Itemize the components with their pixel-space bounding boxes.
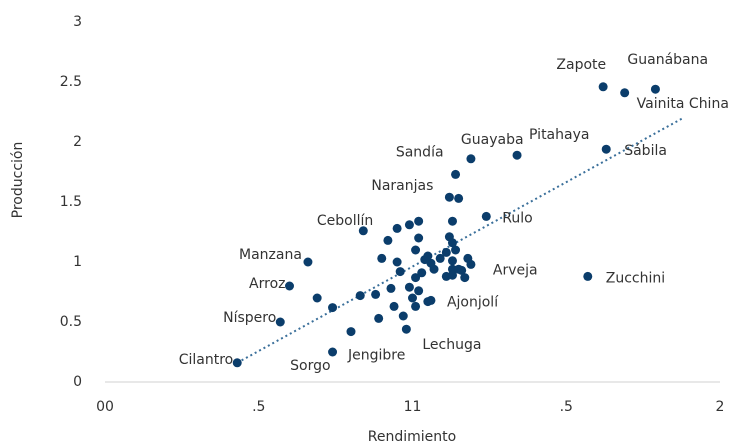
point-label: Zapote <box>556 57 606 73</box>
point <box>423 251 433 261</box>
point <box>620 88 630 98</box>
y-axis-label: Producción <box>10 142 26 219</box>
y-tick-label: 1.5 <box>60 194 82 210</box>
y-tick-label: 1 <box>73 254 82 270</box>
point <box>392 257 402 267</box>
point <box>598 82 608 92</box>
point-label: Ajonjolí <box>447 294 499 310</box>
point <box>398 311 408 321</box>
point-label: Sorgo <box>290 358 330 374</box>
x-tick-label: 00 <box>96 399 114 415</box>
point <box>404 220 414 230</box>
point <box>447 238 457 248</box>
point <box>371 289 381 299</box>
point <box>404 282 414 292</box>
point-label: Rulo <box>502 210 532 226</box>
point <box>583 271 593 281</box>
point <box>444 192 454 202</box>
point-label: Manzana <box>239 247 302 263</box>
point-label: Sandía <box>396 144 444 160</box>
point <box>451 169 461 179</box>
point <box>355 291 365 301</box>
point-label: Jengibre <box>347 348 405 364</box>
point-label: Vainita China <box>637 96 729 112</box>
point-label: Sábila <box>624 143 667 159</box>
point <box>408 293 417 303</box>
point <box>401 324 411 334</box>
x-axis-label: Rendimiento <box>368 429 456 445</box>
point <box>451 245 461 255</box>
point <box>411 245 421 255</box>
point <box>460 273 470 283</box>
x-tick-label: .5 <box>560 399 573 415</box>
point-label: Arroz <box>249 276 285 292</box>
y-tick-label: 0 <box>73 374 82 390</box>
point <box>411 273 421 283</box>
y-tick-label: 2 <box>73 134 82 150</box>
trendline <box>236 117 684 364</box>
x-tick-label: 11 <box>404 399 422 415</box>
point <box>414 216 424 226</box>
point <box>650 84 660 94</box>
point <box>303 257 313 267</box>
point <box>383 235 393 245</box>
point-label: Cilantro <box>179 352 234 368</box>
point <box>392 223 402 233</box>
point <box>454 193 464 203</box>
point <box>328 347 338 357</box>
point <box>377 253 387 263</box>
point <box>411 301 421 311</box>
point <box>312 293 322 303</box>
point <box>232 358 242 368</box>
point <box>435 253 445 263</box>
point <box>512 150 522 160</box>
point-label: Naranjas <box>371 178 433 194</box>
y-tick-label: 0.5 <box>60 314 82 330</box>
y-tick-label: 3 <box>73 14 82 30</box>
point <box>466 154 476 164</box>
point <box>386 283 396 293</box>
point <box>328 303 338 313</box>
point <box>414 233 424 243</box>
point <box>601 144 611 154</box>
point <box>481 211 491 221</box>
point-label: Arveja <box>493 262 538 278</box>
point <box>358 226 368 236</box>
point <box>441 247 451 257</box>
point-label: Cebollín <box>317 213 373 229</box>
point <box>457 265 467 275</box>
x-tick-label: .5 <box>252 399 265 415</box>
point <box>389 301 399 311</box>
point-label: Níspero <box>223 310 276 326</box>
point-label: Pitahaya <box>529 127 589 143</box>
point <box>285 281 294 291</box>
y-tick-label: 2.5 <box>60 74 82 90</box>
point <box>374 313 384 323</box>
point <box>275 317 285 327</box>
point <box>447 216 457 226</box>
point-label: Lechuga <box>422 337 481 353</box>
point <box>447 256 457 266</box>
point <box>447 270 457 280</box>
point <box>417 268 427 278</box>
point-label: Guayaba <box>461 132 524 148</box>
point <box>414 286 424 296</box>
x-tick-label: 2 <box>716 399 725 415</box>
point-label: Guanábana <box>627 52 708 68</box>
point <box>395 267 405 277</box>
point-label: Zucchini <box>606 270 665 286</box>
point <box>423 297 433 307</box>
point <box>463 253 473 263</box>
point <box>346 327 356 337</box>
